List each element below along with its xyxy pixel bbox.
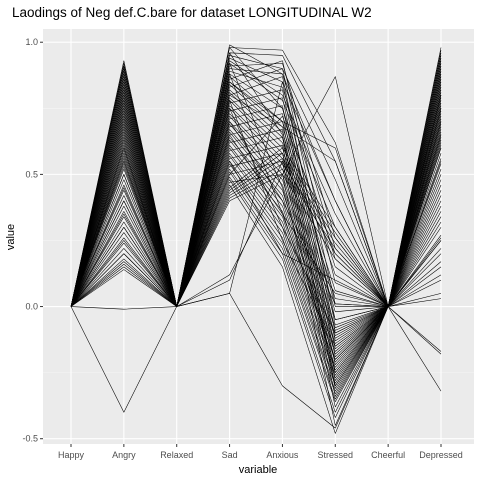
series-line-11 bbox=[70, 76, 442, 307]
series-line-16 bbox=[70, 89, 442, 313]
series-line-73 bbox=[70, 52, 442, 387]
y-tick-label: -0.5 bbox=[22, 434, 38, 444]
series-line-74 bbox=[70, 47, 442, 307]
chart-title: Laodings of Neg def.C.bare for dataset L… bbox=[12, 5, 372, 20]
series-line-27 bbox=[70, 105, 442, 350]
series-line-14 bbox=[70, 84, 442, 307]
series-line-68 bbox=[70, 134, 442, 307]
series-line-34 bbox=[70, 137, 442, 368]
series-line-67 bbox=[70, 121, 442, 307]
series-line-20 bbox=[70, 100, 442, 331]
x-tick-label-depressed: Depressed bbox=[419, 450, 463, 460]
series-line-60 bbox=[70, 174, 442, 307]
series-line-64 bbox=[70, 81, 442, 413]
x-axis-title: variable bbox=[239, 464, 278, 476]
y-axis-title: value bbox=[5, 224, 17, 250]
y-tick-label: 0.5 bbox=[25, 169, 38, 179]
series-line-62 bbox=[70, 94, 442, 307]
series-line-22 bbox=[70, 105, 442, 336]
series-line-72 bbox=[70, 63, 442, 373]
series-line-71 bbox=[70, 73, 442, 360]
series-line-55 bbox=[70, 158, 442, 307]
series-line-25 bbox=[70, 113, 442, 344]
y-axis: -0.5 0.0 0.5 1.0 bbox=[22, 37, 43, 444]
x-axis: Happy Angry Relaxed Sad Anxious Stressed Cheer… bbox=[58, 444, 463, 460]
series-lines bbox=[70, 44, 442, 434]
series-line-10 bbox=[70, 73, 442, 307]
x-tick-label-cheerful: Cheerful bbox=[371, 450, 405, 460]
x-tick-label-stressed: Stressed bbox=[318, 450, 354, 460]
x-tick-label-relaxed: Relaxed bbox=[160, 450, 193, 460]
x-tick-label-happy: Happy bbox=[58, 450, 85, 460]
series-line-56 bbox=[70, 163, 442, 307]
x-tick-label-sad: Sad bbox=[222, 450, 238, 460]
series-line-75 bbox=[70, 44, 442, 307]
series-line-66 bbox=[70, 55, 442, 307]
series-line-29 bbox=[70, 123, 442, 355]
series-line-18 bbox=[70, 76, 442, 326]
series-line-1 bbox=[70, 47, 442, 307]
series-line-3 bbox=[70, 55, 442, 307]
y-tick-label: 1.0 bbox=[25, 37, 38, 47]
y-tick-label: 0.0 bbox=[25, 302, 38, 312]
series-line-19 bbox=[70, 97, 442, 328]
series-line-32 bbox=[70, 131, 442, 363]
series-line-54 bbox=[70, 152, 442, 307]
series-line-65 bbox=[70, 50, 442, 307]
series-line-63 bbox=[70, 293, 442, 429]
x-tick-label-anxious: Anxious bbox=[266, 450, 299, 460]
series-line-70 bbox=[70, 100, 442, 355]
series-line-28 bbox=[70, 121, 442, 352]
series-line-49 bbox=[70, 176, 442, 413]
series-line-50 bbox=[70, 179, 442, 418]
series-line-30 bbox=[70, 113, 442, 358]
x-tick-label-angry: Angry bbox=[112, 450, 136, 460]
series-line-69 bbox=[70, 108, 442, 334]
series-line-61 bbox=[70, 81, 442, 307]
series-line-24 bbox=[70, 97, 442, 342]
series-line-12 bbox=[70, 60, 442, 307]
